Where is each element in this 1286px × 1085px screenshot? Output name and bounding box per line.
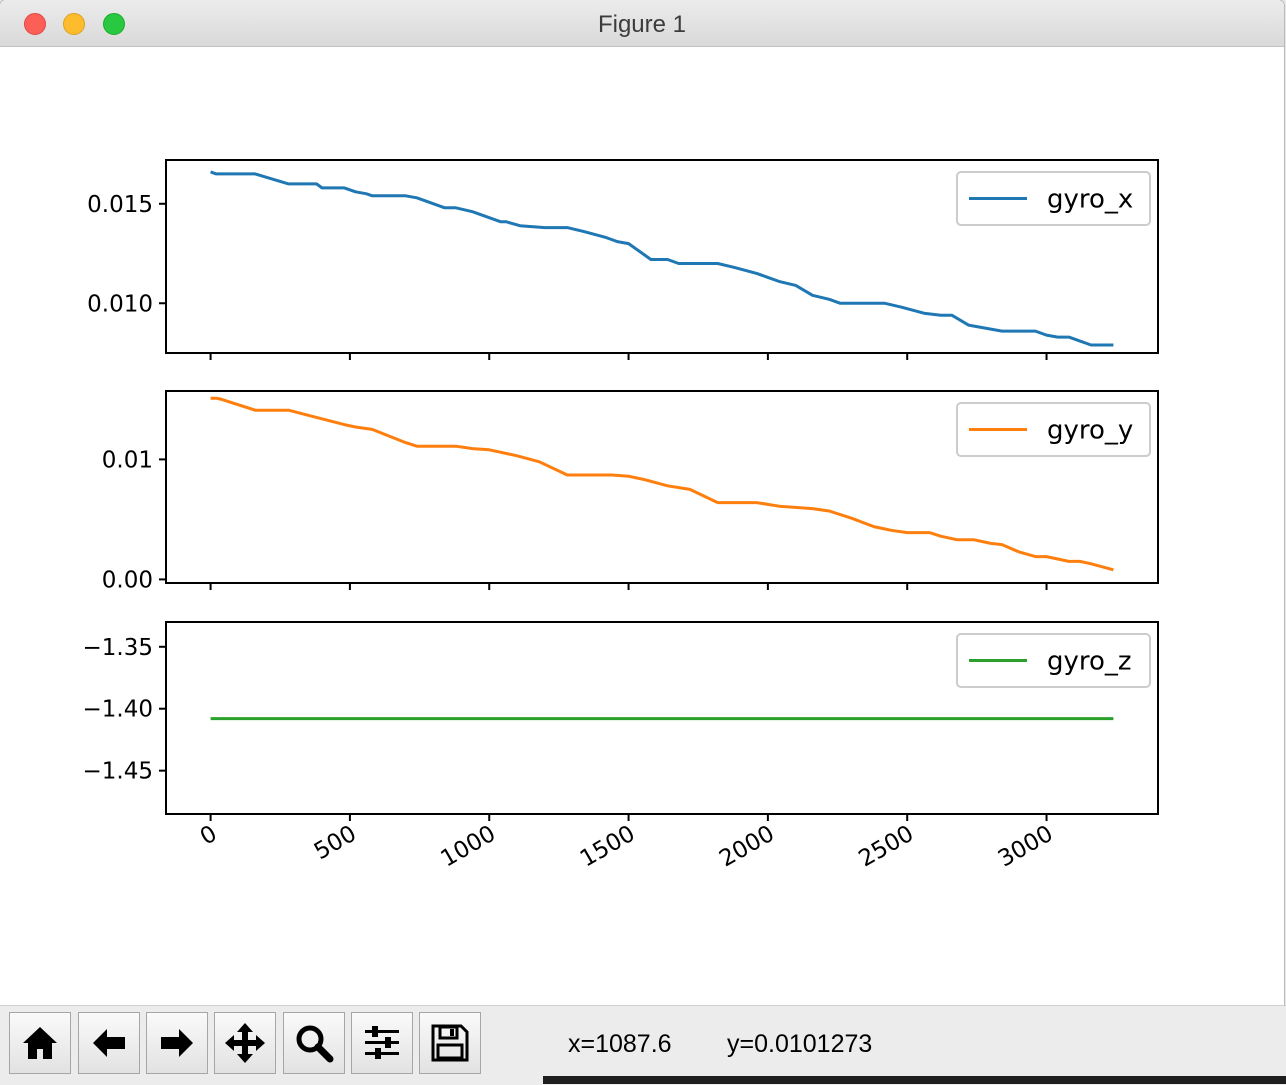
x-coordinate-readout: x=1087.6 — [568, 1030, 672, 1058]
legend-box — [956, 402, 1151, 457]
subplot-2: 0.00 0.01 gyro_y — [102, 390, 1159, 593]
axes-frame — [165, 159, 1159, 354]
series-line-gyro_x — [210, 170, 1114, 347]
x-tick-label: 2500 — [855, 821, 919, 873]
zoom-icon — [296, 1025, 334, 1063]
background-window-strip — [543, 1076, 1286, 1084]
y-tick-label: −1.45 — [83, 759, 153, 785]
home-icon — [23, 1027, 57, 1059]
save-button[interactable] — [419, 1012, 481, 1074]
axes-frame — [165, 390, 1159, 584]
maximize-window-button[interactable] — [103, 13, 125, 35]
y-tick-label: 0.015 — [87, 192, 153, 218]
x-tick-label: 500 — [310, 821, 361, 865]
x-tick-label: 2000 — [715, 821, 779, 873]
legend-label-gyro_z: gyro_z — [1047, 647, 1132, 677]
window-title: Figure 1 — [597, 11, 687, 38]
subplot-1: 0.010 0.015 gyro_x — [87, 159, 1159, 360]
figure-canvas[interactable]: 0.010 0.015 gyro_x 0.00 0.01 gyro_y −1.45 −1.40… — [0, 47, 1284, 1005]
x-tick-label: 1000 — [437, 821, 501, 873]
x-tick-label: 3000 — [994, 821, 1058, 873]
arrow-right-icon — [161, 1029, 193, 1057]
navigation-toolbar: x=1087.6 y=0.0101273 — [0, 1005, 1286, 1085]
legend-box — [956, 633, 1151, 688]
y-tick-label: −1.40 — [83, 697, 153, 723]
arrow-left-icon — [93, 1029, 125, 1057]
minimize-window-button[interactable] — [63, 13, 85, 35]
plot-area[interactable]: 0.010 0.015 gyro_x 0.00 0.01 gyro_y −1.45 −1.40… — [0, 47, 1284, 1005]
y-tick-label: 0.010 — [87, 291, 153, 317]
y-tick-label: −1.35 — [83, 635, 153, 661]
legend: gyro_z — [956, 633, 1151, 688]
y-tick-label: 0.00 — [102, 567, 153, 593]
close-window-button[interactable] — [24, 13, 46, 35]
legend-label-gyro_x: gyro_x — [1047, 185, 1133, 215]
save-icon — [431, 1024, 469, 1062]
move-icon — [225, 1023, 265, 1063]
legend: gyro_y — [956, 402, 1151, 457]
forward-button[interactable] — [146, 1012, 208, 1074]
home-button[interactable] — [9, 1012, 71, 1074]
configure-subplots-button[interactable] — [351, 1012, 413, 1074]
zoom-button[interactable] — [283, 1012, 345, 1074]
title-bar[interactable]: Figure 1 — [0, 0, 1284, 47]
sliders-icon — [365, 1026, 399, 1059]
x-tick-label: 1500 — [576, 821, 640, 873]
legend-label-gyro_y: gyro_y — [1047, 416, 1133, 446]
pan-button[interactable] — [214, 1012, 276, 1074]
back-button[interactable] — [78, 1012, 140, 1074]
y-coordinate-readout: y=0.0101273 — [727, 1030, 873, 1058]
x-tick-label: 0 — [196, 821, 222, 851]
axes-frame — [165, 621, 1159, 815]
legend: gyro_x — [956, 171, 1151, 226]
legend-box — [956, 171, 1151, 226]
subplot-3: −1.45 −1.40 −1.35 0 500 1000 1500 2000 2500 3000 g… — [83, 621, 1159, 873]
y-tick-label: 0.01 — [102, 447, 153, 473]
series-line-gyro_y — [210, 396, 1114, 572]
